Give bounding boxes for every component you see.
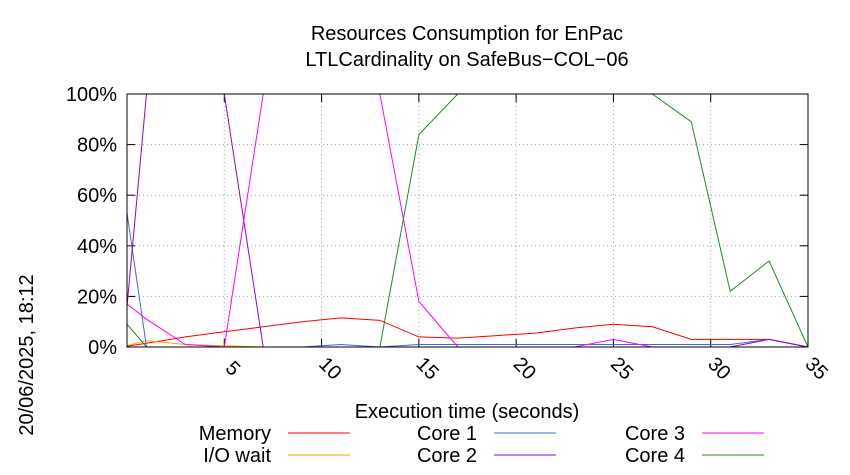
legend-label-core-3: Core 3 <box>625 423 685 445</box>
legend-label-core-4: Core 4 <box>625 445 685 467</box>
x-tick-label: 10 <box>314 353 345 384</box>
y-tick-label: 20% <box>77 286 117 308</box>
chart-title: Resources Consumption for EnPac LTLCardi… <box>305 23 628 71</box>
legend-label-i-o-wait: I/O wait <box>203 445 271 467</box>
series-line-core-1 <box>126 212 809 348</box>
series-lines <box>126 93 809 348</box>
grid <box>127 94 808 347</box>
legend-label-core-1: Core 1 <box>417 423 477 445</box>
legend-label-memory: Memory <box>199 423 271 445</box>
x-tick-label: 35 <box>801 353 832 384</box>
chart-title-line-1: Resources Consumption for EnPac <box>311 23 623 45</box>
series-line-core-4 <box>126 93 809 348</box>
y-tick-label: 100% <box>66 84 117 106</box>
series-line-core-3 <box>126 93 808 348</box>
series-line-memory <box>126 317 809 348</box>
chart-title-line-2: LTLCardinality on SafeBus−COL−06 <box>305 49 628 71</box>
series-line-core-2 <box>126 93 809 348</box>
x-tick-label: 25 <box>606 353 637 384</box>
x-tick-label: 5 <box>221 357 244 380</box>
x-tick-label: 20 <box>509 353 540 384</box>
y-tick-label: 0% <box>88 337 117 359</box>
y-tick-label: 80% <box>77 135 117 157</box>
x-tick-label: 15 <box>411 353 442 384</box>
series-line-i-o-wait <box>126 340 808 348</box>
legend-label-core-2: Core 2 <box>417 445 477 467</box>
x-axis-label: Execution time (seconds) <box>355 401 580 423</box>
timestamp-label: 20/06/2025, 18:12 <box>16 274 38 435</box>
y-tick-label: 60% <box>77 185 117 207</box>
x-tick-label: 30 <box>703 353 734 384</box>
plot-frame <box>126 93 809 348</box>
y-tick-label: 40% <box>77 236 117 258</box>
